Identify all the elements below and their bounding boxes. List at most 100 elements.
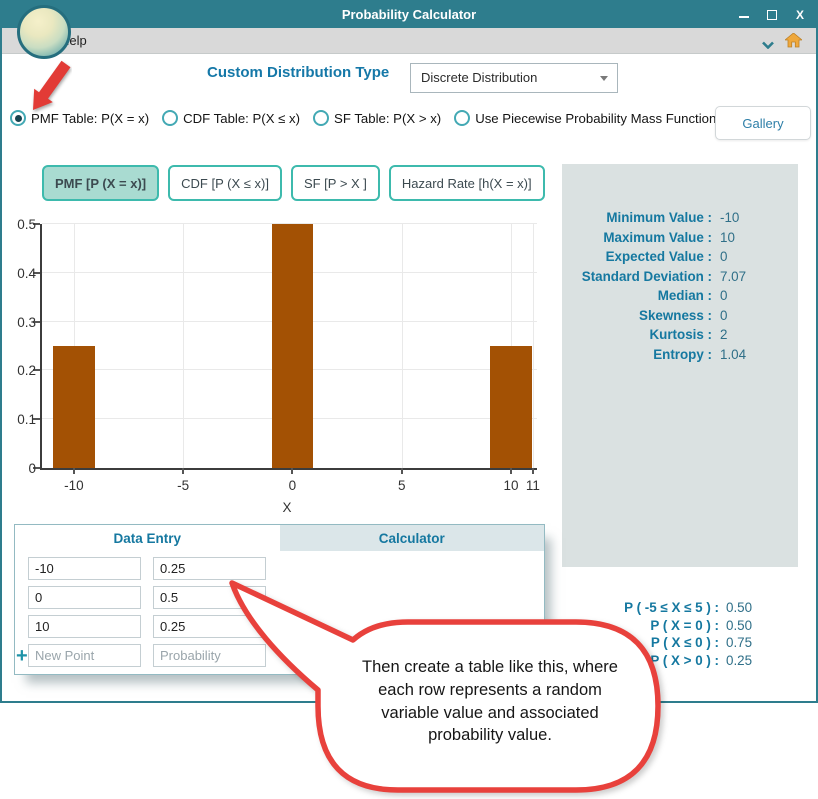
x-tick-label: -10	[64, 478, 84, 493]
titlebar: Probability Calculator X	[2, 2, 816, 28]
probability-value: 0.75	[726, 635, 753, 650]
stat-label: Median :	[657, 288, 712, 303]
radio-circle-icon[interactable]	[454, 110, 471, 126]
distribution-type-dropdown[interactable]: Discrete Distribution	[410, 63, 618, 93]
add-point-button[interactable]: +	[16, 645, 28, 667]
y-tick-label: 0.3	[17, 314, 36, 330]
pmf-bar	[53, 346, 95, 468]
radio-pmf-table[interactable]: PMF Table: P(X = x)	[10, 110, 149, 126]
y-tick-label: 0.4	[17, 265, 36, 281]
stat-label: Maximum Value :	[603, 229, 712, 245]
x-tick-mark	[291, 468, 294, 474]
x-tick-mark	[400, 468, 403, 474]
grid-line	[532, 224, 534, 468]
radio-sf-table[interactable]: SF Table: P(X > x)	[313, 110, 441, 126]
dropdown-selected-value: Discrete Distribution	[421, 70, 538, 85]
probability-value: 0.25	[726, 652, 753, 668]
stat-label: Standard Deviation :	[581, 268, 712, 284]
table-row	[28, 557, 544, 580]
stat-label: Skewness :	[639, 307, 712, 323]
radio-label: Use Piecewise Probability Mass Function	[475, 110, 717, 126]
y-tick-mark	[33, 223, 40, 225]
radio-piecewise-pmf[interactable]: Use Piecewise Probability Mass Function	[454, 110, 716, 126]
tab-sf[interactable]: SF [P > X ]	[290, 165, 380, 201]
minimize-button[interactable]	[738, 9, 750, 21]
grid-line	[183, 224, 185, 468]
window-title: Probability Calculator	[341, 7, 477, 22]
x-tick-mark	[182, 468, 185, 474]
pmf-bar	[490, 346, 532, 468]
point-input[interactable]	[28, 615, 141, 638]
y-tick-label: 0.1	[17, 412, 36, 428]
point-input[interactable]	[28, 586, 141, 609]
stat-value: 10	[720, 229, 735, 245]
tab-data-entry[interactable]: Data Entry	[15, 525, 280, 551]
x-axis-label: X	[282, 500, 292, 515]
stat-row: Entropy : 1.04	[562, 347, 798, 362]
menubar: Help	[2, 28, 816, 54]
gallery-button[interactable]: Gallery	[715, 106, 811, 140]
pmf-bar	[271, 224, 314, 468]
close-button[interactable]: X	[795, 8, 804, 22]
radio-label: SF Table: P(X > x)	[334, 110, 442, 126]
probability-value: 0.50	[726, 617, 753, 633]
red-arrow-annotation	[33, 60, 71, 110]
y-tick-label: 0.2	[17, 363, 36, 379]
maximize-icon	[767, 10, 777, 20]
probability-input[interactable]	[153, 615, 266, 638]
grid-line	[401, 224, 403, 468]
minimize-icon	[739, 16, 749, 18]
radio-circle-icon[interactable]	[313, 110, 330, 126]
y-tick-mark	[33, 271, 40, 274]
stat-row: Kurtosis : 2	[562, 327, 798, 342]
probability-row: P ( X = 0 ) : 0.50	[554, 618, 766, 633]
probability-results: P ( -5 ≤ X ≤ 5 ) :0.50 P ( X = 0 ) :0.50 P…	[554, 600, 766, 668]
probability-label: P ( X = 0 ) :	[650, 617, 719, 633]
chevron-down-icon[interactable]	[762, 36, 774, 54]
app-logo-icon	[17, 5, 71, 59]
tab-cdf[interactable]: CDF [P (X ≤ x)]	[168, 165, 282, 201]
y-tick-mark	[33, 418, 40, 421]
probability-input[interactable]	[153, 557, 266, 580]
tab-calculator[interactable]: Calculator	[279, 525, 544, 551]
tab-pmf[interactable]: PMF [P (X = x)]	[42, 165, 160, 201]
custom-distribution-type-label: Custom Distribution Type	[207, 64, 390, 81]
new-point-input[interactable]	[28, 644, 141, 667]
radio-circle-icon[interactable]	[10, 110, 26, 126]
data-entry-tabs: Data Entry Calculator	[15, 525, 544, 551]
callout-text: Then create a table like this, where eac…	[362, 658, 618, 745]
stat-row: Minimum Value : -10	[562, 210, 798, 225]
x-tick-label: -5	[177, 478, 190, 493]
y-tick-mark	[33, 467, 40, 469]
probability-row: P ( -5 ≤ X ≤ 5 ) : 0.50	[554, 600, 766, 615]
x-tick-mark	[531, 468, 534, 474]
tab-hazard-rate[interactable]: Hazard Rate [h(X = x)]	[388, 165, 545, 201]
x-tick-label: 0	[288, 478, 297, 493]
x-tick-mark	[509, 468, 512, 474]
probability-value: 0.50	[726, 600, 753, 615]
grid-line	[42, 223, 537, 224]
dropdown-arrow-icon	[600, 76, 608, 81]
new-probability-input[interactable]	[153, 644, 266, 667]
stat-value: 0	[720, 288, 728, 303]
statistics-panel: Minimum Value : -10 Maximum Value : 10 Expec…	[562, 164, 798, 567]
probability-row: P ( X ≤ 0 ) : 0.75	[554, 635, 766, 650]
y-tick-mark	[33, 320, 40, 323]
stat-row: Standard Deviation : 7.07	[562, 269, 798, 284]
stat-row: Expected Value : 0	[562, 249, 798, 264]
stat-label: Expected Value :	[605, 249, 712, 264]
stat-label: Entropy :	[653, 346, 712, 362]
plot-tabs: PMF [P (X = x)] CDF [P (X ≤ x)] SF [P > X …	[42, 165, 545, 201]
x-tick-label: 10	[503, 478, 519, 493]
stat-label: Kurtosis :	[649, 327, 713, 342]
radio-circle-icon[interactable]	[162, 110, 179, 126]
maximize-button[interactable]	[766, 9, 778, 21]
radio-label: CDF Table: P(X ≤ x)	[183, 110, 301, 126]
home-icon[interactable]	[783, 32, 804, 53]
radio-cdf-table[interactable]: CDF Table: P(X ≤ x)	[162, 110, 300, 126]
x-tick-mark	[72, 468, 75, 474]
point-input[interactable]	[28, 557, 141, 580]
stat-value: -10	[720, 210, 740, 225]
stat-row: Maximum Value : 10	[562, 230, 798, 245]
